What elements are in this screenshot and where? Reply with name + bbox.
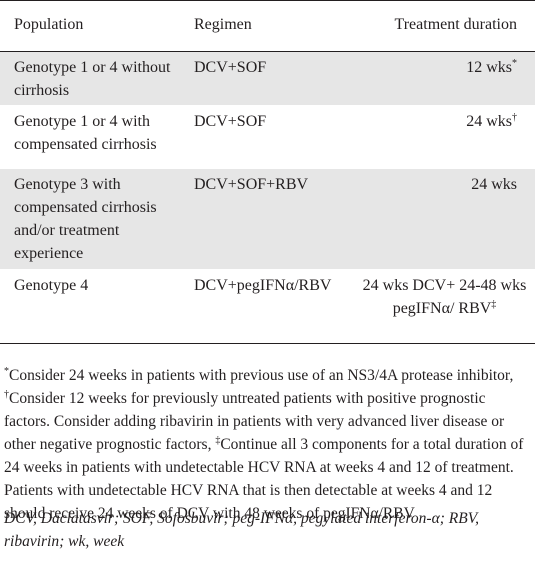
duration-footnote-mark: *	[512, 58, 517, 69]
table-row: Genotype 4 DCV+pegIFNα/RBV 24 wks DCV+ 2…	[0, 270, 535, 344]
duration-text: 24 wks DCV+ 24-48 wks pegIFNα/ RBV	[362, 277, 527, 317]
abbreviations: DCV, Daclatasvir; SOF, Sofosbuvir; peg-I…	[4, 510, 480, 550]
table-row: Genotype 1 or 4 without cirrhosis DCV+SO…	[0, 51, 535, 106]
duration-footnote-mark: ‡	[491, 299, 497, 310]
duration-footnote-mark: †	[512, 112, 517, 123]
population-cell: Genotype 3 with compensated cirrhosis an…	[14, 176, 157, 262]
duration-cell: 12 wks*	[340, 52, 535, 106]
regimen-cell: DCV+SOF+RBV	[194, 176, 309, 193]
footnote-double-dagger-mark: ‡	[215, 435, 221, 446]
table-header-row: Population Regimen Treatment duration	[0, 0, 535, 52]
duration-text: 24 wks	[471, 176, 517, 193]
regimen-cell: DCV+SOF	[194, 113, 267, 130]
treatment-table: Population Regimen Treatment duration Ge…	[0, 0, 535, 344]
table-row: Genotype 1 or 4 with compensated cirrhos…	[0, 106, 535, 169]
duration-cell: 24 wks	[340, 169, 535, 270]
header-regimen: Regimen	[180, 0, 340, 52]
population-cell: Genotype 1 or 4 with compensated cirrhos…	[14, 113, 157, 153]
population-cell: Genotype 4	[14, 277, 89, 294]
duration-cell: 24 wks DCV+ 24-48 wks pegIFNα/ RBV‡	[340, 270, 535, 344]
footnote-dagger-mark: †	[4, 389, 9, 400]
duration-text: 12 wks	[466, 59, 512, 76]
header-population: Population	[0, 0, 180, 52]
table-row: Genotype 3 with compensated cirrhosis an…	[0, 168, 535, 270]
footnote-double-dagger-text: Continue all 3 components for a total du…	[4, 436, 524, 522]
duration-text: 24 wks	[466, 113, 512, 130]
duration-cell: 24 wks†	[340, 106, 535, 169]
header-treatment-duration: Treatment duration	[340, 0, 535, 52]
footnote-star-text: Consider 24 weeks in patients with previ…	[9, 367, 514, 384]
footnote-dagger-text: Consider 12 weeks for previously untreat…	[4, 390, 505, 453]
regimen-cell: DCV+SOF	[194, 59, 267, 76]
population-cell: Genotype 1 or 4 without cirrhosis	[14, 59, 171, 99]
table-footnotes: *Consider 24 weeks in patients with prev…	[4, 364, 532, 525]
footnote-star-mark: *	[4, 366, 9, 377]
regimen-cell: DCV+pegIFNα/RBV	[194, 277, 332, 294]
